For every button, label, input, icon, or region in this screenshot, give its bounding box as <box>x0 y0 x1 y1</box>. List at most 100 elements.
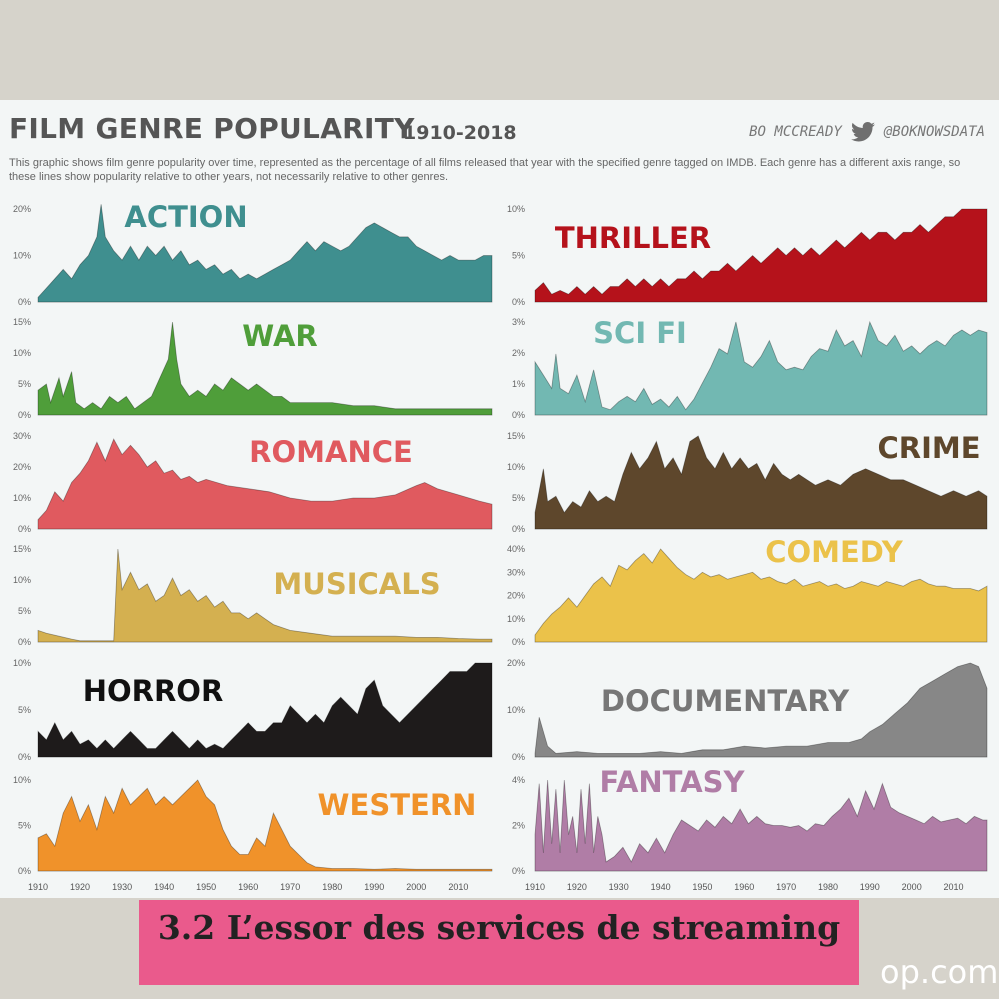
x-tick-label: 2010 <box>943 882 963 892</box>
panel-western: 10% 5% 0% WESTERN <box>13 775 493 876</box>
genre-label: DOCUMENTARY <box>601 684 850 718</box>
x-tick-label: 1940 <box>154 882 174 892</box>
chart-year-range: 1910-2018 <box>403 122 517 144</box>
x-tick-label: 1920 <box>70 882 90 892</box>
chart-title: FILM GENRE POPULARITY <box>9 112 415 145</box>
panel-crime: 15% 10% 5% 0% CRIME <box>507 431 988 534</box>
y-tick-label: 0% <box>512 752 525 762</box>
y-tick-label: 0% <box>18 297 31 307</box>
panel-comedy: 40% 30% 20% 10% 0% COMEDY <box>507 535 988 647</box>
y-tick-label: 20% <box>13 204 31 214</box>
y-tick-label: 4% <box>512 775 525 785</box>
genre-label: ROMANCE <box>249 435 413 469</box>
genre-area <box>37 662 493 758</box>
x-tick-label: 1910 <box>28 882 48 892</box>
caption-banner: 3.2 L’essor des services de streaming <box>139 900 859 985</box>
genre-area <box>534 435 988 530</box>
genre-area <box>534 208 988 303</box>
x-tick-label: 1950 <box>196 882 216 892</box>
panel-action: 20% 10% 0% ACTION <box>13 200 493 307</box>
x-tick-label: 1930 <box>112 882 132 892</box>
caption-banner-text: 3.2 L’essor des services de streaming <box>157 908 841 947</box>
y-tick-label: 10% <box>507 614 525 624</box>
genre-area <box>534 320 988 416</box>
y-tick-label: 2% <box>512 821 525 831</box>
y-tick-label: 15% <box>507 431 525 441</box>
x-tick-label: 2000 <box>902 882 922 892</box>
author-name: BO MCCREADY <box>749 124 842 140</box>
genre-label: SCI FI <box>593 316 687 350</box>
y-tick-label: 5% <box>18 821 31 831</box>
y-tick-label: 10% <box>13 658 31 668</box>
watermark-text: op.com <box>880 953 999 991</box>
twitter-bird-icon <box>850 122 875 142</box>
y-tick-label: 2% <box>512 348 525 358</box>
panel-documentary: 20% 10% 0% DOCUMENTARY <box>507 658 988 762</box>
y-tick-label: 5% <box>512 493 525 503</box>
x-tick-label: 2000 <box>406 882 426 892</box>
x-tick-label: 1960 <box>734 882 754 892</box>
credit-line: BO MCCREADY @BOKNOWSDATA <box>749 122 985 142</box>
y-tick-label: 0% <box>18 637 31 647</box>
panel-thriller: 10% 5% 0% THRILLER <box>507 204 988 307</box>
x-tick-label: 2010 <box>448 882 468 892</box>
genre-area <box>534 662 988 758</box>
genre-area <box>37 204 493 303</box>
x-tick-label: 1970 <box>280 882 300 892</box>
y-tick-label: 15% <box>13 317 31 327</box>
author-handle: @BOKNOWSDATA <box>883 124 985 140</box>
panel-musicals: 15% 10% 5% 0% MUSICALS <box>13 544 493 647</box>
y-tick-label: 15% <box>13 544 31 554</box>
y-tick-label: 0% <box>512 524 525 534</box>
genre-area <box>37 779 493 872</box>
y-tick-label: 0% <box>18 866 31 876</box>
y-tick-label: 0% <box>18 410 31 420</box>
y-tick-label: 10% <box>13 575 31 585</box>
y-tick-label: 20% <box>13 462 31 472</box>
genre-label: THRILLER <box>555 221 711 255</box>
panel-romance: 30% 20% 10% 0% ROMANCE <box>13 431 493 534</box>
x-tick-label: 1970 <box>776 882 796 892</box>
genre-area <box>534 779 988 872</box>
y-tick-label: 5% <box>18 705 31 715</box>
x-tick-label: 1930 <box>609 882 629 892</box>
y-tick-label: 10% <box>13 493 31 503</box>
y-tick-label: 10% <box>507 705 525 715</box>
y-tick-label: 0% <box>512 637 525 647</box>
y-tick-label: 20% <box>507 591 525 601</box>
genre-area <box>37 321 493 416</box>
genre-label: MUSICALS <box>273 567 440 601</box>
y-tick-label: 3% <box>512 317 525 327</box>
genre-label: ACTION <box>124 200 247 234</box>
y-tick-label: 5% <box>18 606 31 616</box>
genre-area <box>37 548 493 643</box>
chart-description: This graphic shows film genre popularity… <box>9 157 961 183</box>
x-tick-label: 1940 <box>651 882 671 892</box>
genre-label: WAR <box>242 319 317 353</box>
y-tick-label: 30% <box>13 431 31 441</box>
y-tick-label: 1% <box>512 379 525 389</box>
y-tick-label: 0% <box>18 752 31 762</box>
genre-area <box>534 548 988 643</box>
y-tick-label: 5% <box>512 251 525 261</box>
genre-label: FANTASY <box>599 765 745 799</box>
y-tick-label: 40% <box>507 544 525 554</box>
y-tick-label: 10% <box>13 775 31 785</box>
y-tick-label: 10% <box>507 462 525 472</box>
y-tick-label: 10% <box>507 204 525 214</box>
genre-area <box>37 438 493 530</box>
x-tick-label: 1980 <box>818 882 838 892</box>
panel-horror: 10% 5% 0% HORROR <box>13 658 493 762</box>
y-tick-label: 10% <box>13 348 31 358</box>
y-tick-label: 0% <box>512 410 525 420</box>
genre-label: CRIME <box>877 431 980 465</box>
x-tick-label: 1950 <box>692 882 712 892</box>
y-tick-label: 20% <box>507 658 525 668</box>
x-tick-label: 1990 <box>364 882 384 892</box>
panel-fantasy: 4% 2% 0% FANTASY <box>512 765 988 876</box>
x-tick-label: 1960 <box>238 882 258 892</box>
x-tick-label: 1980 <box>322 882 342 892</box>
panel-sci-fi: 3% 2% 1% 0% SCI FI <box>512 316 988 420</box>
genre-label: COMEDY <box>765 535 904 569</box>
